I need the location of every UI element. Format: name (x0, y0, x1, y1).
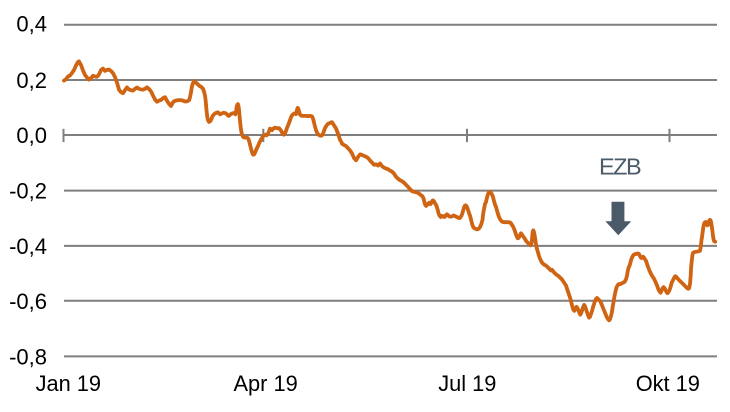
svg-text:0,2: 0,2 (16, 68, 47, 93)
svg-text:Apr 19: Apr 19 (233, 371, 297, 396)
svg-text:-0,8: -0,8 (9, 344, 47, 369)
svg-text:Jan 19: Jan 19 (36, 371, 101, 396)
svg-text:0,4: 0,4 (16, 11, 47, 36)
svg-text:-0,2: -0,2 (9, 179, 47, 204)
svg-text:Jul 19: Jul 19 (438, 371, 496, 396)
svg-text:0,0: 0,0 (16, 123, 47, 148)
svg-text:-0,4: -0,4 (9, 234, 47, 259)
svg-text:-0,6: -0,6 (9, 289, 47, 314)
svg-text:Okt 19: Okt 19 (636, 371, 700, 396)
svg-text:EZB: EZB (599, 154, 641, 180)
